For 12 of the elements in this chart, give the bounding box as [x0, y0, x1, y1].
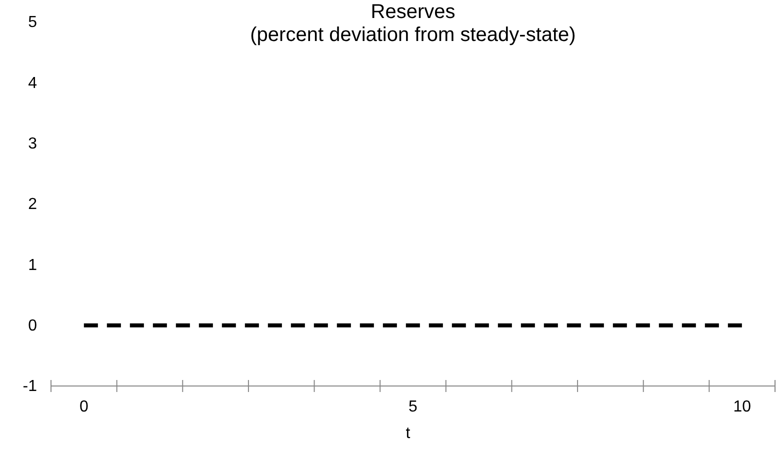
y-tick-label: 5 — [28, 14, 38, 32]
x-tick-label: 0 — [79, 398, 88, 416]
y-tick-label: 3 — [28, 135, 38, 152]
y-tick-label: 0 — [28, 317, 38, 334]
y-tick-label: -1 — [22, 378, 38, 396]
y-tick-label: 4 — [28, 74, 38, 92]
x-axis-title: t — [406, 425, 411, 442]
x-tick-label: 5 — [408, 398, 418, 416]
x-tick-label: 10 — [733, 398, 752, 416]
chart-title: Reserves (percent deviation from steady-state) — [250, 1, 576, 46]
y-tick-label: 1 — [28, 256, 38, 274]
y-tick-label: 2 — [28, 196, 38, 214]
